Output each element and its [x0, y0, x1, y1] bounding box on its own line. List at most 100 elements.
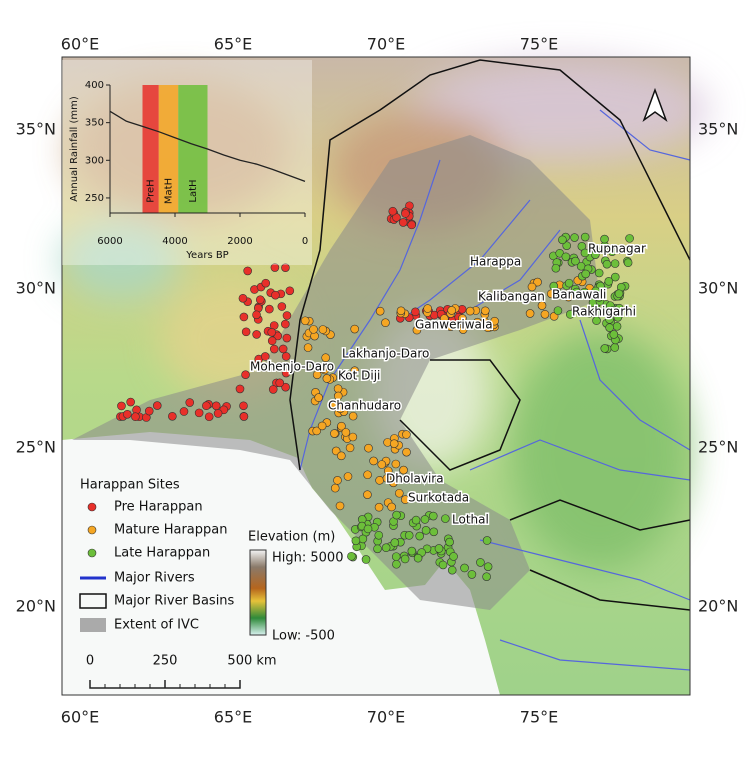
site-dot — [460, 563, 469, 573]
site-dot — [392, 510, 401, 520]
site-dot — [336, 404, 345, 413]
site-dot — [363, 470, 372, 480]
legend-basin — [79, 593, 107, 609]
site-dot — [391, 459, 401, 469]
site-dot — [373, 544, 382, 554]
lon-label: 70°E — [367, 35, 405, 54]
site-dot — [117, 401, 126, 411]
site-dot — [467, 570, 477, 579]
site-dot — [625, 234, 634, 243]
lon-label: 65°E — [214, 708, 252, 727]
site-dot — [333, 384, 343, 393]
site-dot — [415, 531, 424, 541]
site-dot — [438, 560, 448, 570]
site-dot — [271, 290, 280, 300]
site-dot — [553, 306, 563, 315]
site-dot — [602, 259, 612, 269]
site-dot — [429, 527, 439, 537]
site-dot — [343, 472, 353, 481]
site-dot — [267, 327, 277, 337]
map — [60, 56, 710, 696]
site-dot — [281, 263, 290, 272]
site-dot — [580, 248, 590, 258]
site-dot — [345, 443, 355, 453]
lat-label: 20°N — [16, 597, 56, 616]
coordinate-labels: 60°E 60°E 65°E 65°E 70°E 70°E 75°E 75°E 35°N 35°N… — [16, 35, 739, 727]
site-dot — [623, 258, 633, 267]
site-dot — [350, 324, 359, 334]
lon-label: 60°E — [61, 708, 99, 727]
site-dot — [282, 311, 292, 320]
site-dot — [281, 382, 290, 392]
lat-label: 25°N — [16, 438, 56, 457]
site-dot — [604, 277, 614, 286]
scale-label: 250 — [153, 654, 178, 669]
site-label: Rakhigarhi — [572, 305, 636, 319]
legend-title: Harappan Sites — [80, 478, 180, 493]
site-dot — [400, 495, 410, 504]
site-dot — [239, 401, 248, 411]
site-dot — [317, 421, 327, 431]
site-dot — [527, 282, 537, 292]
site-dot — [267, 336, 277, 346]
site-dot — [402, 430, 411, 439]
legend-label: Extent of IVC — [114, 618, 199, 633]
site-dot — [404, 531, 414, 540]
site-dot — [608, 306, 617, 315]
site-dot — [312, 370, 322, 380]
site-dot — [364, 443, 373, 453]
site-dot — [335, 501, 345, 511]
period-label: LatH — [188, 179, 199, 202]
site-label: Harappa — [470, 255, 521, 269]
site-dot — [318, 325, 328, 334]
legend-label: Pre Harappan — [114, 500, 203, 515]
map-frame — [61, 56, 691, 696]
site-dot — [341, 428, 351, 437]
site-dot — [337, 421, 346, 431]
site-dot — [396, 306, 406, 316]
site-dot — [243, 266, 252, 276]
site-dot — [337, 451, 346, 461]
site-label: Kalibangan — [478, 290, 545, 304]
site-dot — [564, 278, 574, 288]
site-dot — [482, 572, 491, 581]
site-dot — [581, 269, 591, 279]
legend-dot — [87, 502, 97, 512]
site-dot — [428, 511, 438, 521]
site-dot — [537, 301, 547, 310]
site-dot — [322, 374, 332, 383]
river-basins — [289, 59, 691, 611]
site-dot — [446, 322, 455, 331]
site-dot — [447, 306, 457, 315]
lat-label: 35°N — [16, 120, 56, 139]
site-dot — [126, 397, 135, 407]
site-dot — [473, 317, 482, 327]
site-dot — [211, 401, 221, 411]
site-dot — [321, 353, 330, 363]
site-dot — [401, 209, 410, 218]
rainfall-line — [109, 110, 306, 182]
legend-label: Mature Harappan — [114, 523, 227, 538]
site-dot — [239, 412, 249, 421]
x-axis-label: Years BP — [185, 250, 228, 261]
site-dot — [561, 252, 571, 262]
site-dot — [411, 515, 421, 525]
site-dot — [300, 316, 310, 326]
site-dot — [571, 256, 580, 266]
site-dot — [202, 401, 211, 411]
scale-label: 0 — [86, 654, 94, 669]
site-dot — [610, 343, 620, 352]
site-dot — [605, 323, 614, 332]
north-arrow — [642, 87, 668, 123]
site-dot — [389, 478, 398, 488]
site-dot — [607, 247, 617, 256]
site-dot — [348, 432, 358, 442]
site-dots — [116, 201, 634, 581]
site-dot — [252, 330, 261, 339]
site-dot — [580, 232, 590, 242]
site-dot — [390, 538, 400, 547]
lon-label: 75°E — [520, 708, 558, 727]
site-dot — [613, 312, 623, 322]
site-label: Lakhanjo-Daro — [342, 347, 429, 361]
site-dot — [333, 476, 342, 485]
